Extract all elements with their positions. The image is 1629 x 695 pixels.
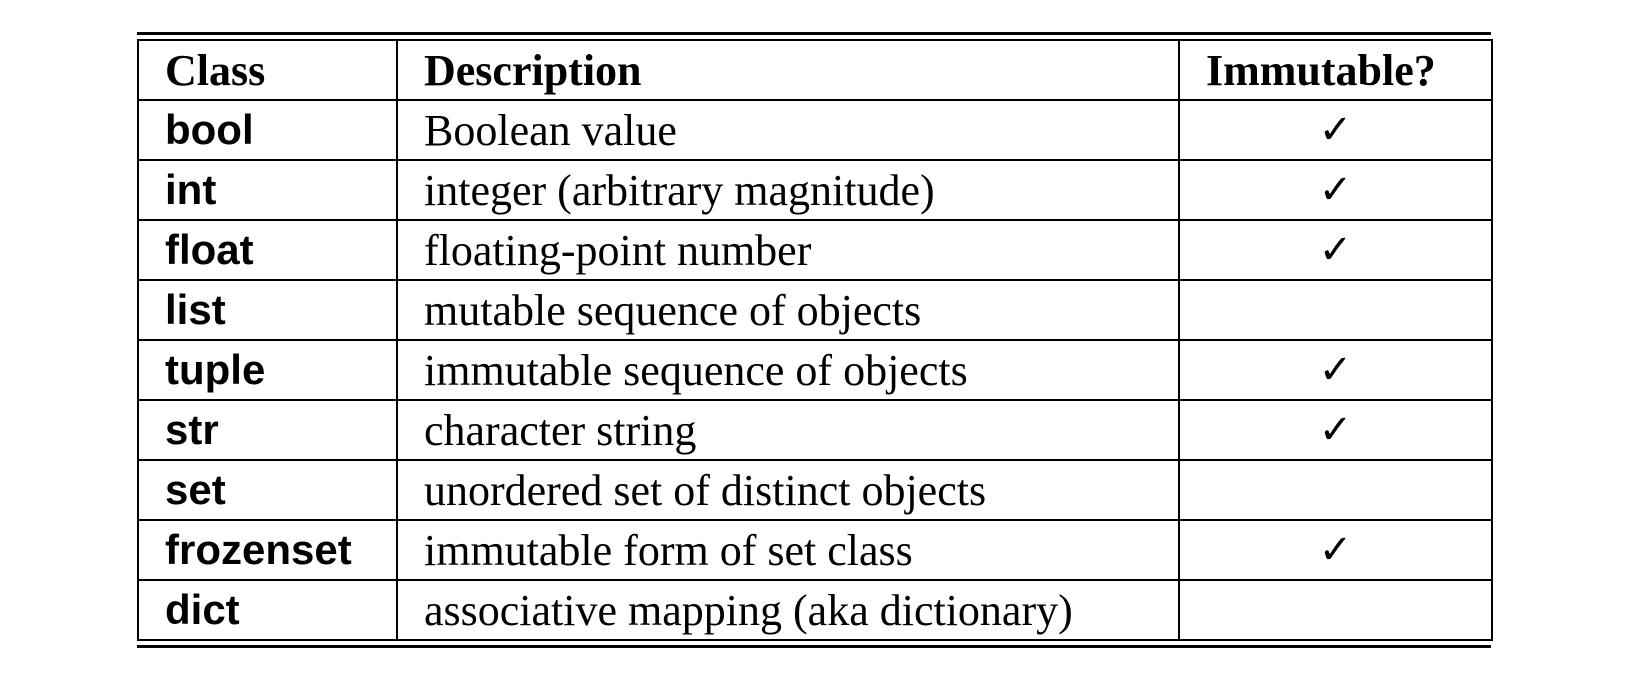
class-description: character string [396,399,1180,461]
class-name: frozenset [137,519,398,581]
class-description: floating-point number [396,219,1180,281]
class-description: immutable sequence of objects [396,339,1180,401]
table-row: float floating-point number ✓ [137,219,1493,281]
class-description: integer (arbitrary magnitude) [396,159,1180,221]
class-description: immutable form of set class [396,519,1180,581]
class-name: str [137,399,398,461]
check-icon: ✓ [1178,519,1493,581]
class-name: float [137,219,398,281]
header-immutable: Immutable? [1178,39,1493,101]
table-row: set unordered set of distinct objects [137,459,1493,521]
bottom-rule [137,645,1491,648]
table-header-row: Class Description Immutable? [137,39,1493,101]
class-name: bool [137,99,398,161]
class-name: list [137,279,398,341]
header-class: Class [137,39,398,101]
check-icon: ✓ [1178,339,1493,401]
check-icon: ✓ [1178,159,1493,221]
immutable-cell [1178,579,1493,641]
table-row: str character string ✓ [137,399,1493,461]
class-name: tuple [137,339,398,401]
table-row: frozenset immutable form of set class ✓ [137,519,1493,581]
header-description: Description [396,39,1180,101]
class-name: set [137,459,398,521]
top-rule [137,32,1491,35]
table-row: int integer (arbitrary magnitude) ✓ [137,159,1493,221]
class-description: unordered set of distinct objects [396,459,1180,521]
table-row: dict associative mapping (aka dictionary… [137,579,1493,641]
table-row: tuple immutable sequence of objects ✓ [137,339,1493,401]
class-name: dict [137,579,398,641]
class-description: mutable sequence of objects [396,279,1180,341]
immutable-cell [1178,459,1493,521]
builtin-classes-table: Class Description Immutable? bool Boolea… [137,39,1493,641]
check-icon: ✓ [1178,219,1493,281]
check-icon: ✓ [1178,99,1493,161]
table-row: bool Boolean value ✓ [137,99,1493,161]
table-row: list mutable sequence of objects [137,279,1493,341]
check-icon: ✓ [1178,399,1493,461]
class-description: Boolean value [396,99,1180,161]
builtin-classes-table-wrapper: Class Description Immutable? bool Boolea… [137,32,1493,648]
class-name: int [137,159,398,221]
class-description: associative mapping (aka dictionary) [396,579,1180,641]
immutable-cell [1178,279,1493,341]
